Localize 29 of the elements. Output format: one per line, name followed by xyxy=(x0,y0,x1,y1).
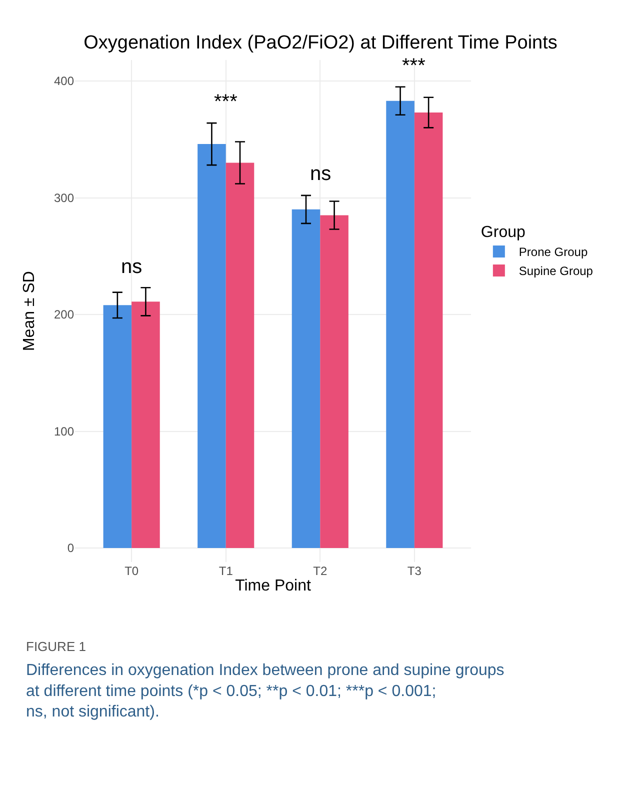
bar xyxy=(132,302,160,548)
bar xyxy=(103,305,132,548)
bar xyxy=(320,215,348,548)
bar xyxy=(386,100,414,548)
annotation: ns xyxy=(310,163,332,185)
y-axis-title: Mean ± SD xyxy=(20,271,38,351)
annotation: *** xyxy=(214,91,238,113)
x-tick-label: T0 xyxy=(124,564,139,578)
annotation: ns xyxy=(121,256,142,278)
legend-label: Supine Group xyxy=(518,264,594,278)
x-axis-title: Time Point xyxy=(235,578,312,595)
y-tick-label: 400 xyxy=(54,74,74,88)
annotation: *** xyxy=(402,55,426,77)
bar xyxy=(198,144,226,548)
chart-title: Oxygenation Index (PaO2/FiO2) at Different Time Points xyxy=(84,32,558,54)
bar xyxy=(292,209,320,548)
x-tick-label: T1 xyxy=(218,564,234,578)
legend-label: Prone Group xyxy=(518,245,588,260)
legend-title: Group xyxy=(480,224,526,242)
y-tick-label: 200 xyxy=(54,308,74,322)
y-tick-label: 300 xyxy=(54,190,74,205)
caption: FIGURE 1 xyxy=(26,639,86,654)
bar xyxy=(414,112,443,548)
bar xyxy=(226,162,254,548)
y-tick-label: 0 xyxy=(67,541,74,556)
x-tick-label: T2 xyxy=(313,564,328,578)
y-tick-label: 100 xyxy=(54,424,74,438)
x-tick-label: T3 xyxy=(407,564,422,578)
text: Differences in oxygenation Index between prone and supine groups at different time points (*p < 0.05; **p < 0.01; ***p < 0.001; ns, not significant). xyxy=(26,662,504,721)
